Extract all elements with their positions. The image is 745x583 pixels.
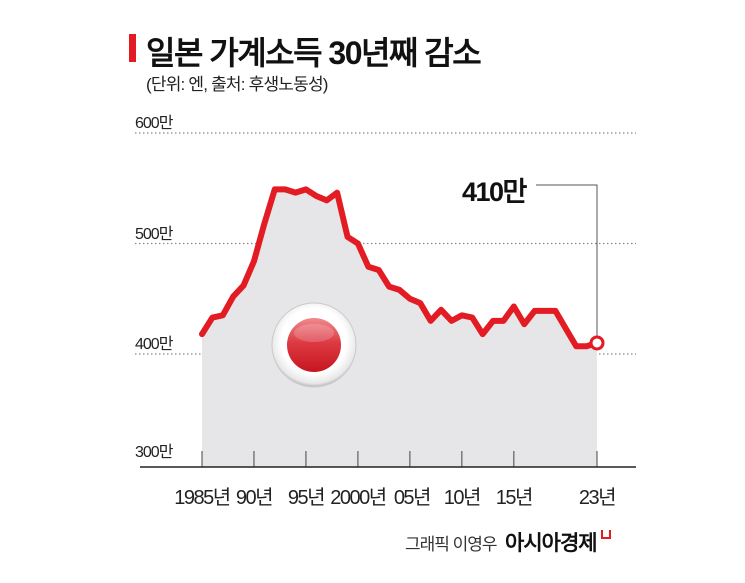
title-accent-bar bbox=[129, 34, 136, 62]
japan-flag-icon bbox=[271, 302, 357, 388]
y-axis-label: 500만 bbox=[135, 225, 173, 243]
y-axis-label: 600만 bbox=[135, 115, 173, 132]
x-axis-label: 1985년 bbox=[174, 487, 231, 509]
chart-title: 일본 가계소득 30년째 감소 bbox=[146, 35, 482, 71]
x-axis-label: 23년 bbox=[578, 487, 617, 509]
x-axis-label: 90년 bbox=[235, 487, 274, 509]
publisher-logo: 아시아경제 bbox=[505, 532, 598, 555]
chart-subtitle: (단위: 엔, 출처: 후생노동성) bbox=[146, 75, 328, 94]
x-axis-label: 95년 bbox=[287, 487, 326, 509]
y-axis-label: 300만 bbox=[135, 444, 173, 461]
area-fill bbox=[202, 189, 597, 468]
income-line bbox=[199, 186, 600, 350]
callout-value-label: 410만 bbox=[462, 177, 527, 207]
x-axis-ticks bbox=[201, 451, 598, 467]
latest-data-point bbox=[589, 335, 605, 351]
x-axis-label: 2000년 bbox=[330, 487, 387, 509]
x-axis-label: 10년 bbox=[443, 487, 482, 509]
y-axis-label: 400만 bbox=[135, 336, 173, 353]
x-axis-label: 15년 bbox=[495, 487, 534, 509]
graphic-credit: 그래픽 이영우 bbox=[405, 535, 498, 554]
publisher-logo-mark-icon bbox=[601, 530, 611, 539]
callout-leader-line bbox=[536, 184, 598, 336]
x-axis-label: 05년 bbox=[393, 487, 432, 509]
